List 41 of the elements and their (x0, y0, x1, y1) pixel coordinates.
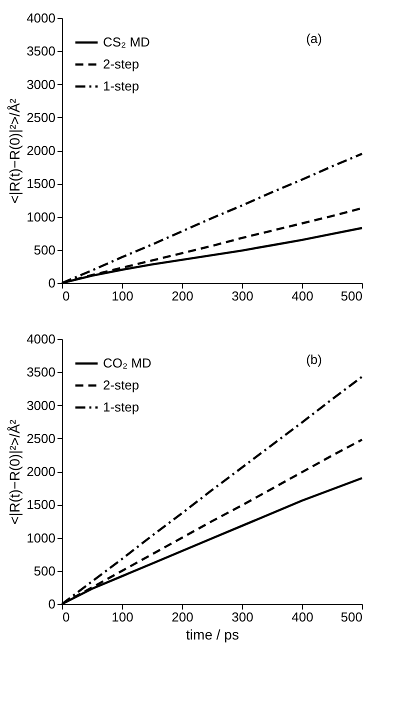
y-tick-label: 3500 (26, 44, 56, 59)
y-tick-label: 4000 (26, 332, 56, 346)
legend-label: CS₂ MD (103, 34, 150, 50)
y-tick-label: 3000 (26, 398, 56, 413)
y-tick-label: 1000 (26, 209, 56, 224)
x-tick-label: 0 (62, 610, 70, 624)
y-tick-label: 1500 (26, 497, 56, 512)
y-tick-label: 4000 (26, 10, 56, 26)
legend-label: 2-step (103, 378, 140, 392)
x-tick-label: 300 (232, 288, 254, 304)
y-tick-label: 2000 (26, 464, 56, 479)
y-axis-title: <|R(t)−R(0)|²>/Å² (6, 419, 23, 524)
y-tick-label: 0 (48, 276, 56, 290)
legend-label: 2-step (103, 56, 140, 72)
legend-label: 1-step (103, 78, 140, 94)
legend-label: 1-step (103, 400, 140, 414)
y-tick-label: 0 (48, 596, 56, 612)
x-tick-label: 100 (112, 288, 134, 304)
x-tick-label: 100 (112, 610, 134, 624)
annotation: (a) (306, 31, 322, 46)
legend-label: CO₂ MD (103, 356, 152, 370)
y-tick-label: 500 (34, 242, 56, 258)
x-tick-label: 400 (292, 610, 314, 624)
y-tick-label: 2000 (26, 143, 56, 158)
x-tick-label: 200 (172, 288, 194, 304)
y-tick-label: 3500 (26, 364, 56, 380)
y-tick-label: 2500 (26, 110, 56, 125)
x-tick-label: 500 (340, 288, 362, 304)
x-axis-title: time / ps (186, 626, 239, 642)
x-tick-label: 0 (62, 288, 70, 304)
x-tick-label: 500 (340, 610, 362, 624)
x-tick-label: 200 (172, 610, 194, 624)
x-tick-label: 300 (232, 610, 254, 624)
y-tick-label: 2500 (26, 430, 56, 446)
y-tick-label: 1500 (26, 176, 56, 192)
annotation: (b) (306, 352, 322, 368)
y-tick-label: 3000 (26, 76, 56, 92)
y-axis-title: <|R(t)−R(0)|²>/Å² (6, 98, 23, 204)
x-tick-label: 400 (292, 288, 314, 304)
y-tick-label: 500 (34, 563, 56, 578)
y-tick-label: 1000 (26, 530, 56, 546)
